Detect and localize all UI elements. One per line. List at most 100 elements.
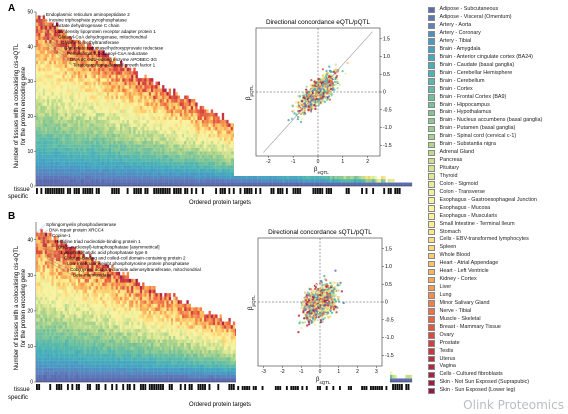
bar-segment bbox=[195, 175, 198, 180]
bar-segment bbox=[91, 179, 94, 183]
bar-segment bbox=[44, 67, 48, 72]
bar-segment bbox=[237, 179, 240, 183]
bar-segment bbox=[224, 140, 227, 145]
bar-segment bbox=[62, 119, 65, 124]
inset-point bbox=[336, 87, 339, 90]
bar-segment bbox=[55, 109, 59, 114]
inset-point bbox=[320, 92, 323, 95]
bar-segment bbox=[95, 60, 99, 65]
bar-segment bbox=[228, 140, 231, 145]
bar-segment bbox=[201, 168, 205, 173]
bar-segment bbox=[36, 350, 39, 354]
tissue-tick bbox=[44, 188, 47, 194]
bar-segment bbox=[146, 158, 149, 162]
bar-segment bbox=[84, 64, 88, 68]
bar-segment bbox=[69, 119, 72, 124]
bar-segment bbox=[78, 81, 81, 86]
bar-segment bbox=[177, 102, 180, 107]
bar-segment bbox=[226, 130, 229, 134]
bar-segment bbox=[124, 130, 127, 134]
bar-segment bbox=[131, 154, 134, 159]
bar-segment bbox=[71, 57, 74, 61]
bar-segment bbox=[159, 140, 163, 145]
bar-segment bbox=[93, 126, 96, 131]
bar-segment bbox=[84, 53, 88, 58]
bar-segment bbox=[64, 168, 68, 173]
bar-segment bbox=[128, 161, 132, 166]
bar-segment bbox=[199, 175, 203, 180]
tissue-tick bbox=[248, 188, 251, 194]
bar-segment bbox=[111, 154, 114, 159]
bar-segment bbox=[69, 39, 72, 44]
bar-segment bbox=[108, 67, 112, 72]
inset-point bbox=[290, 117, 294, 120]
bar-segment bbox=[115, 74, 118, 79]
bar-segment bbox=[78, 92, 81, 96]
bar-segment bbox=[73, 50, 76, 54]
bar-segment bbox=[47, 179, 50, 183]
bar-segment bbox=[89, 88, 92, 93]
bar-segment bbox=[49, 92, 52, 96]
bar-segment bbox=[179, 165, 183, 169]
bar-segment bbox=[193, 119, 196, 124]
bar-segment bbox=[95, 85, 99, 89]
bar-segment bbox=[319, 175, 322, 180]
bar-segment bbox=[352, 179, 355, 183]
bar-segment bbox=[179, 161, 183, 166]
bar-segment bbox=[95, 144, 99, 148]
bar-segment bbox=[327, 182, 331, 187]
bar-segment bbox=[36, 105, 39, 110]
bar-segment bbox=[71, 102, 74, 107]
bar-segment bbox=[166, 116, 169, 120]
bar-segment bbox=[274, 179, 278, 183]
bar-segment bbox=[115, 151, 118, 155]
bar-segment bbox=[69, 64, 72, 68]
bar-segment bbox=[66, 102, 70, 107]
bar-segment bbox=[144, 137, 147, 141]
bar-segment bbox=[97, 126, 101, 131]
bar-segment bbox=[195, 133, 198, 138]
bar-segment bbox=[84, 168, 88, 173]
bar-segment bbox=[42, 81, 45, 86]
bar-segment bbox=[151, 105, 154, 110]
bar-segment bbox=[73, 46, 76, 51]
bar-segment bbox=[135, 123, 138, 127]
bar-segment bbox=[111, 64, 114, 68]
bar-segment bbox=[108, 140, 112, 145]
bar-segment bbox=[111, 172, 114, 176]
gene-label: Endoplasmic reticulum aminopeptidase 2 bbox=[46, 12, 130, 17]
bar-segment bbox=[69, 140, 72, 145]
bar-segment bbox=[186, 102, 189, 107]
bar-segment bbox=[55, 92, 59, 96]
inset-point bbox=[313, 84, 317, 87]
bar-segment bbox=[51, 53, 54, 58]
bar-segment bbox=[42, 126, 45, 131]
bar-segment bbox=[215, 179, 218, 183]
bar-segment bbox=[122, 112, 125, 117]
bar-segment bbox=[86, 151, 90, 155]
bar-segment bbox=[89, 78, 92, 82]
bar-segment bbox=[42, 109, 45, 114]
bar-segment bbox=[86, 123, 90, 127]
bar-segment bbox=[146, 92, 149, 96]
bar-segment bbox=[212, 179, 216, 183]
bar-segment bbox=[188, 172, 191, 176]
bar-segment bbox=[210, 140, 214, 145]
bar-segment bbox=[387, 182, 391, 187]
bar-segment bbox=[36, 71, 39, 75]
bar-segment bbox=[60, 179, 63, 183]
bar-segment bbox=[40, 67, 43, 72]
bar-segment bbox=[170, 123, 174, 127]
bar-segment bbox=[170, 158, 174, 162]
bar-segment bbox=[66, 57, 70, 61]
bar-segment bbox=[80, 64, 83, 68]
bar-segment bbox=[104, 147, 107, 152]
bar-segment bbox=[75, 165, 79, 169]
bar-segment bbox=[47, 50, 50, 54]
bar-segment bbox=[210, 119, 214, 124]
bar-segment bbox=[80, 53, 83, 58]
bar-segment bbox=[80, 109, 83, 114]
tissue-tick bbox=[166, 188, 169, 194]
bar-segment bbox=[131, 137, 134, 141]
bar bbox=[71, 39, 74, 187]
